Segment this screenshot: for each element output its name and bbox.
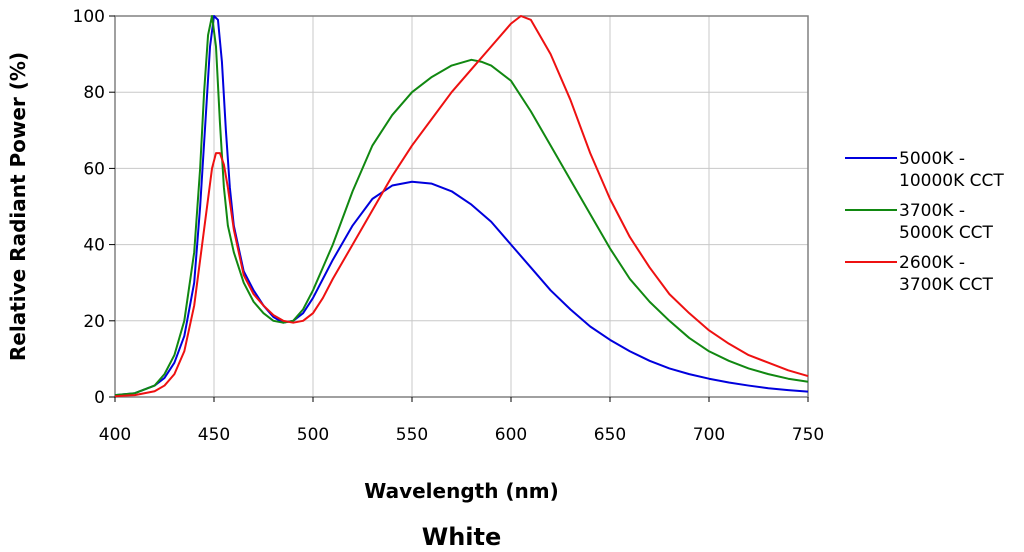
x-tick-label: 450 — [198, 425, 230, 445]
x-tick-label: 500 — [297, 425, 329, 445]
legend-label: 5000K CCT — [899, 223, 994, 243]
y-axis-title: Relative Radiant Power (%) — [6, 52, 30, 361]
x-tick-label: 650 — [594, 425, 626, 445]
legend-label: 3700K - — [899, 201, 965, 221]
y-tick-label: 60 — [83, 159, 105, 179]
series-line-3 — [114, 15, 809, 398]
legend-label: 3700K CCT — [899, 275, 994, 295]
y-tick-label: 0 — [94, 388, 105, 408]
y-tick-label: 100 — [73, 7, 105, 27]
x-tick-label: 750 — [792, 425, 824, 445]
legend-label: 10000K CCT — [899, 171, 1004, 191]
x-tick-label: 600 — [495, 425, 527, 445]
legend: 5000K -10000K CCT 3700K -5000K CCT 2600K -… — [845, 149, 1004, 295]
series-line-1 — [114, 15, 809, 397]
x-tick-label: 400 — [99, 425, 131, 445]
x-tick-label: 550 — [396, 425, 428, 445]
x-axis-title: Wavelength (nm) — [364, 479, 559, 503]
y-tick-label: 40 — [83, 236, 105, 256]
chart-title: White — [422, 523, 502, 551]
series-lines — [114, 15, 809, 398]
legend-label: 5000K - — [899, 149, 965, 169]
grid-lines — [114, 15, 809, 398]
y-axis-tick-labels: 0 20 40 60 80 100 — [73, 7, 115, 408]
y-tick-label: 80 — [83, 83, 105, 103]
y-tick-label: 20 — [83, 312, 105, 332]
series-line-2 — [114, 15, 809, 397]
plot-area-frame — [114, 15, 809, 398]
x-axis-tick-labels: 400 450 500 550 600 650 700 750 — [99, 397, 824, 445]
legend-label: 2600K - — [899, 253, 965, 273]
x-tick-label: 700 — [693, 425, 725, 445]
